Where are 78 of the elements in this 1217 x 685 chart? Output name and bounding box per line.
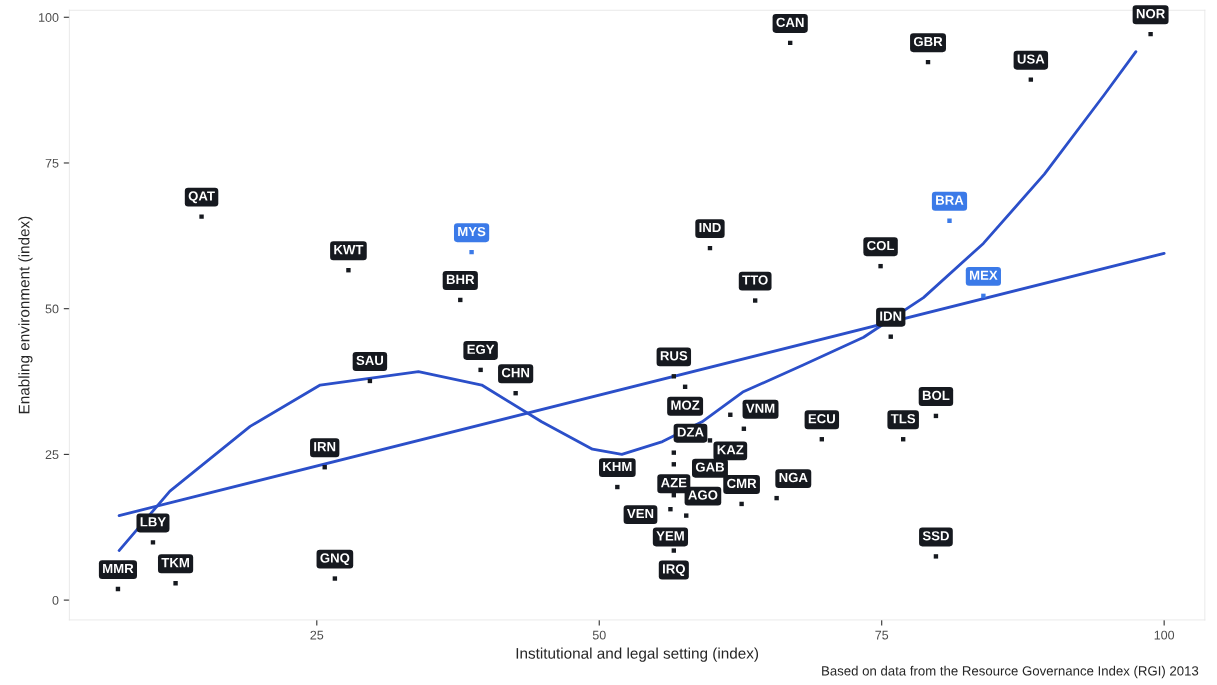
annotation: MYS (458, 226, 486, 237)
annotation: IDN (880, 311, 902, 321)
point (150, 540, 156, 545)
point (199, 214, 204, 219)
annotation: KHM (603, 461, 632, 472)
annotation: AZE (660, 478, 687, 488)
annotation: TLS (890, 414, 916, 424)
point (774, 495, 779, 501)
point (173, 581, 178, 586)
y-axis-title: Enabling environment (index) (18, 216, 33, 414)
point (478, 367, 483, 373)
point (947, 218, 952, 223)
x-tick-label: 100 (1154, 630, 1175, 640)
point (346, 268, 351, 273)
point (671, 548, 677, 553)
annotation: NGA (779, 472, 808, 483)
annotation: BRA (936, 195, 964, 205)
y-tick-label: 0 (52, 595, 59, 605)
annotation: MOZ (671, 400, 700, 410)
annotation: GNQ (320, 553, 350, 566)
annotation: IND (699, 222, 721, 233)
point (888, 334, 893, 339)
point (671, 462, 677, 467)
point (878, 263, 883, 269)
point (981, 293, 986, 299)
annotation: CAN (776, 17, 804, 28)
x-tick-label: 25 (310, 630, 324, 640)
annotation: YEM (656, 531, 684, 541)
annotation: AGO (688, 490, 718, 500)
annotation: IRN (314, 442, 336, 452)
annotation: KAZ (717, 445, 744, 455)
point (752, 298, 758, 303)
annotation: MEX (969, 270, 998, 280)
point (332, 576, 338, 581)
x-tick-label: 50 (592, 630, 606, 640)
point (1028, 77, 1034, 82)
point (707, 438, 713, 443)
point (671, 450, 677, 455)
annotation: TTO (742, 275, 768, 285)
x-tick-label: 75 (875, 630, 889, 640)
annotation: GAB (695, 462, 725, 472)
annotation: TKM (161, 558, 189, 568)
annotation: COL (867, 240, 895, 251)
annotation: BHR (446, 274, 475, 284)
annotation: RUS (660, 351, 688, 361)
annotation: SAU (356, 355, 384, 366)
annotation: QAT (188, 191, 215, 204)
annotation: GBR (913, 36, 943, 47)
annotation: USA (1017, 54, 1045, 64)
point (933, 554, 939, 559)
annotation: NOR (1136, 8, 1165, 19)
annotation: CMR (727, 478, 757, 489)
annotation: DZA (677, 427, 704, 437)
y-tick-label: 25 (45, 450, 59, 460)
annotation: EGY (467, 344, 495, 354)
annotation: SSD (922, 531, 949, 541)
annotation: BOL (922, 390, 950, 401)
annotation: ECU (808, 414, 835, 424)
point (668, 506, 673, 512)
y-tick-label: 50 (45, 304, 59, 314)
y-tick-label: 75 (45, 158, 59, 168)
point (1148, 31, 1153, 37)
point (739, 501, 744, 507)
annotation: IRQ (662, 564, 685, 577)
annotation: VEN (627, 508, 654, 519)
point (615, 484, 620, 490)
annotation: LBY (140, 517, 166, 527)
point (469, 249, 474, 255)
point (684, 513, 689, 518)
annotation: KWT (334, 245, 364, 255)
point (728, 412, 733, 417)
x-axis-title: Institutional and legal setting (index) (516, 647, 759, 662)
annotation: MMR (103, 563, 134, 573)
annotation: CHN (501, 367, 530, 378)
text: Based on data from the Resource Governance Index (RGI) 2013 (822, 665, 1199, 679)
y-tick-label: 100 (39, 13, 59, 22)
annotation: VNM (745, 403, 775, 413)
point (513, 391, 518, 396)
